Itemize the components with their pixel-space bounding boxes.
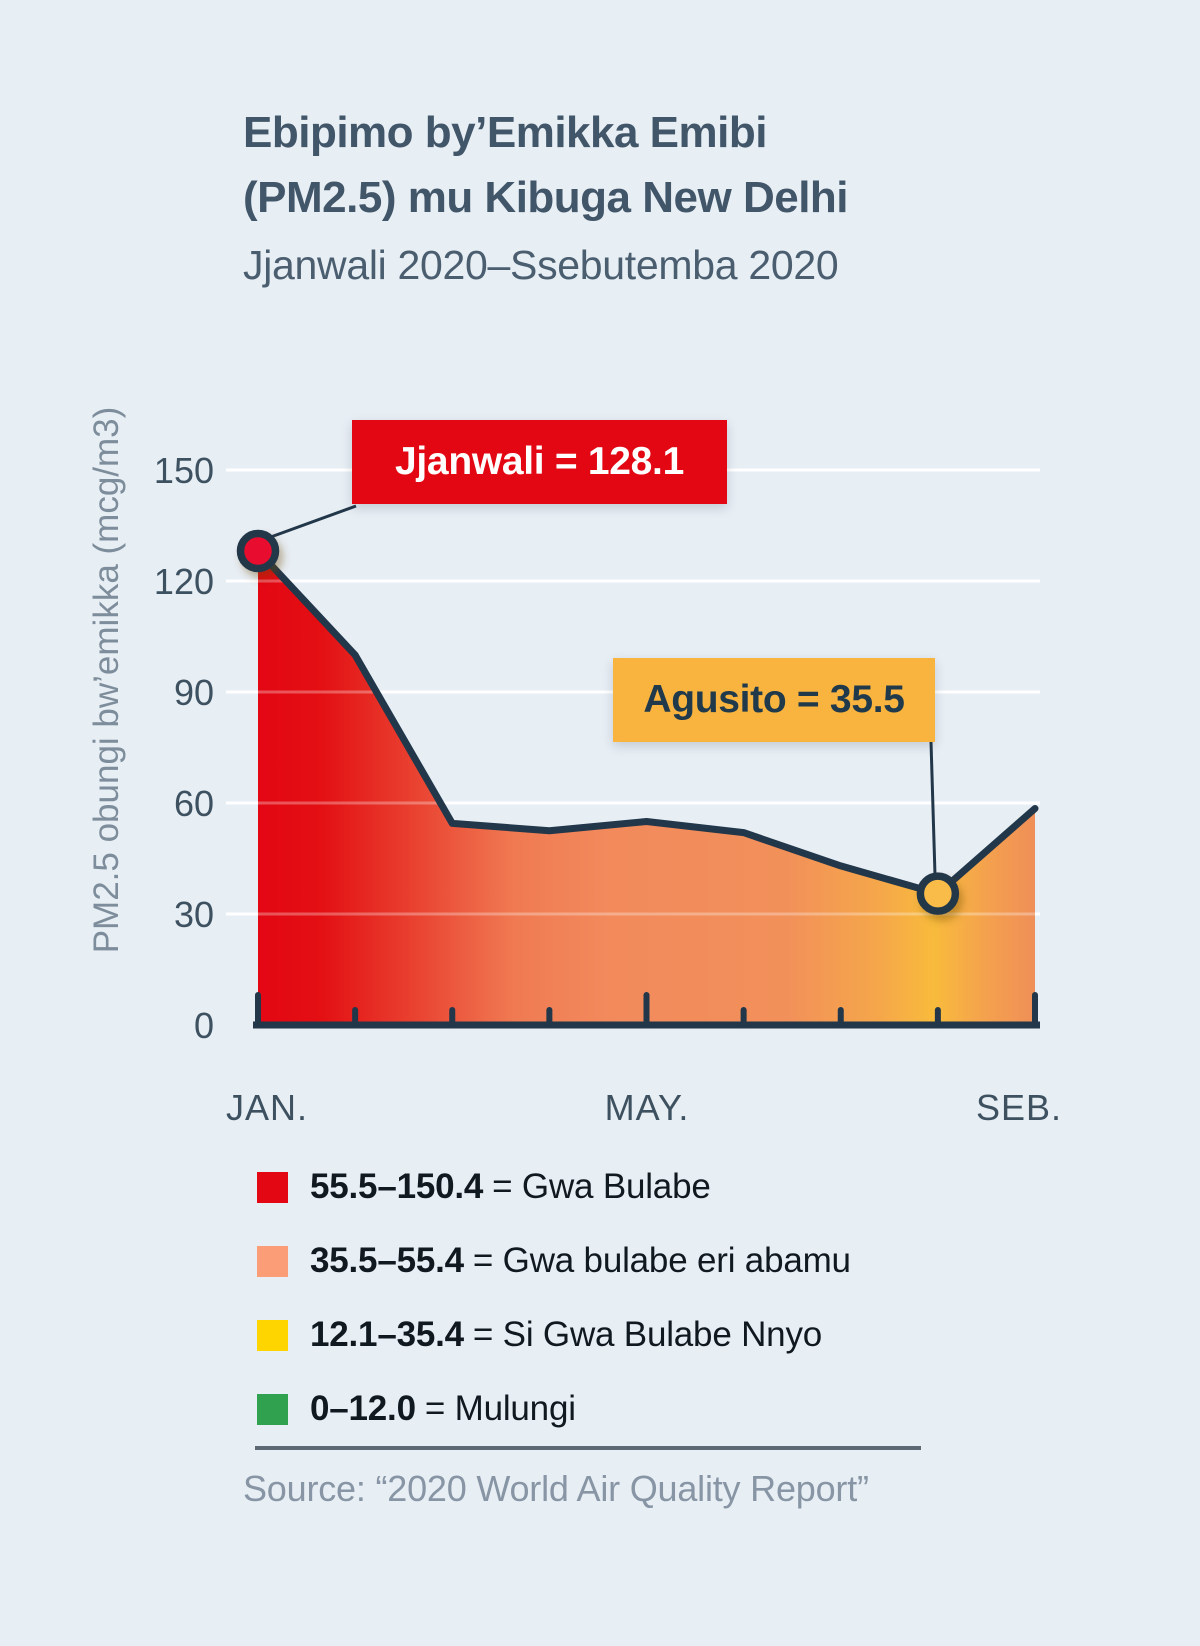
legend-swatch-salmon (257, 1245, 288, 1277)
y-tick-label-120: 120 (154, 561, 214, 602)
marker-month-8 (916, 872, 960, 915)
footer-divider (255, 1446, 921, 1450)
y-tick-label-150: 150 (154, 450, 214, 491)
data-point-markers (236, 529, 960, 915)
legend-item-unhealthy: 55.5–150.4 = Gwa Bulabe (257, 1166, 851, 1208)
pm25-area-chart: 0 30 60 90 120 150 PM2.5 obungi bw’emikka (mc… (87, 407, 1062, 1128)
chart-title: Ebipimo by’Emikka Emibi (PM2.5) mu Kibug… (243, 100, 1063, 230)
legend-desc: = Gwa Bulabe (492, 1167, 711, 1206)
legend-range: 0–12.0 (310, 1389, 416, 1428)
y-tick-label-90: 90 (174, 672, 214, 713)
chart-subtitle: Jjanwali 2020–Ssebutemba 2020 (243, 242, 839, 288)
annotation-january-box: Jjanwali = 128.1 (352, 420, 727, 504)
trend-line (254, 547, 1039, 898)
legend-desc: = Si Gwa Bulabe Nnyo (472, 1315, 823, 1354)
chart-title-line2: (PM2.5) mu Kibuga New Delhi (243, 173, 849, 222)
annotation-august-leader (929, 741, 937, 876)
legend-swatch-green (257, 1393, 288, 1425)
y-tick-label-60: 60 (174, 783, 214, 824)
y-tick-label-0: 0 (194, 1005, 214, 1046)
legend-swatch-yellow (257, 1319, 288, 1351)
marker-month-1 (236, 529, 280, 573)
x-axis (253, 992, 1040, 1029)
legend-item-moderate: 12.1–35.4 = Si Gwa Bulabe Nnyo (257, 1314, 851, 1356)
x-tick-label-jan: JAN. (226, 1087, 308, 1128)
legend-desc: = Gwa bulabe eri abamu (472, 1241, 851, 1280)
legend-item-unhealthy-sensitive: 35.5–55.4 = Gwa bulabe eri abamu (257, 1240, 851, 1282)
y-axis-title: PM2.5 obungi bw’emikka (mcg/m3) (87, 407, 126, 954)
annotation-january-leader (267, 504, 357, 540)
source-text: Source: “2020 World Air Quality Report” (243, 1468, 869, 1509)
legend-swatch-red (257, 1171, 288, 1203)
y-tick-label-30: 30 (174, 894, 214, 935)
legend-range: 35.5–55.4 (310, 1241, 464, 1280)
aqi-legend: 55.5–150.4 = Gwa Bulabe 35.5–55.4 = Gwa bu… (257, 1166, 851, 1462)
area-fill (258, 551, 1035, 1025)
legend-range: 12.1–35.4 (310, 1315, 464, 1354)
annotation-august-box: Agusito = 35.5 (613, 658, 935, 742)
legend-item-good: 0–12.0 = Mulungi (257, 1388, 851, 1430)
legend-desc: = Mulungi (424, 1389, 576, 1428)
chart-header: Ebipimo by’Emikka Emibi (PM2.5) mu Kibug… (243, 100, 1063, 294)
x-tick-label-may: MAY. (605, 1087, 690, 1128)
x-tick-label-seb: SEB. (976, 1087, 1062, 1128)
legend-range: 55.5–150.4 (310, 1167, 484, 1206)
chart-title-line1: Ebipimo by’Emikka Emibi (243, 108, 767, 157)
y-axis-tick-labels: 0 30 60 90 120 150 (154, 450, 214, 1046)
